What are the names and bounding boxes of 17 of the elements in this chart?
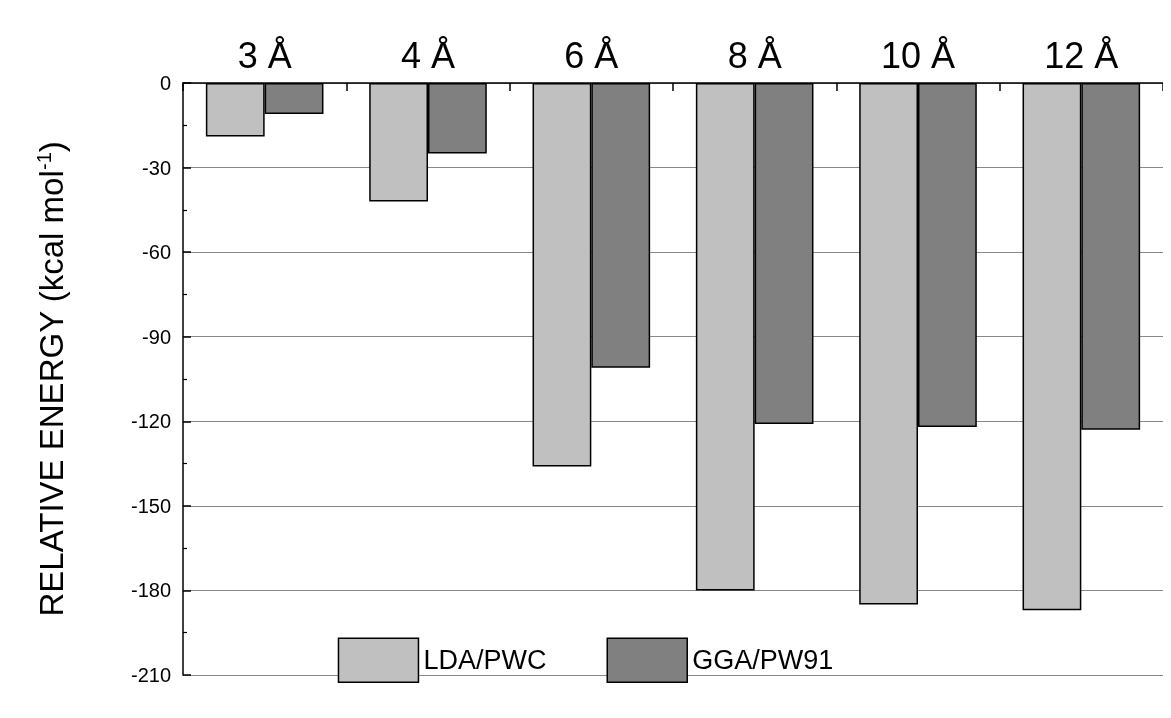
y-tick-label: -150	[130, 494, 171, 517]
y-tick-label: -120	[130, 410, 171, 433]
x-tick-label: 6 Å	[564, 34, 619, 76]
y-tick-label: -30	[142, 156, 171, 179]
y-tick-label: -60	[142, 241, 171, 264]
y-tick-label: 0	[159, 72, 171, 94]
y-tick-label: -90	[142, 325, 171, 348]
x-tick-label: 12 Å	[1044, 34, 1119, 76]
x-tick-label: 3 Å	[237, 34, 292, 76]
y-tick-label: -210	[130, 664, 171, 686]
x-tick-label: 8 Å	[727, 34, 782, 76]
y-axis-title: RELATIVE ENERGY (kcal mol-1)	[32, 141, 70, 617]
legend-label: LDA/PWC	[423, 645, 547, 676]
x-tick-label: 4 Å	[400, 34, 456, 76]
y-tick-label: -180	[130, 579, 171, 602]
x-tick-label: 10 Å	[880, 34, 956, 76]
legend-label: GGA/PW91	[692, 645, 834, 676]
